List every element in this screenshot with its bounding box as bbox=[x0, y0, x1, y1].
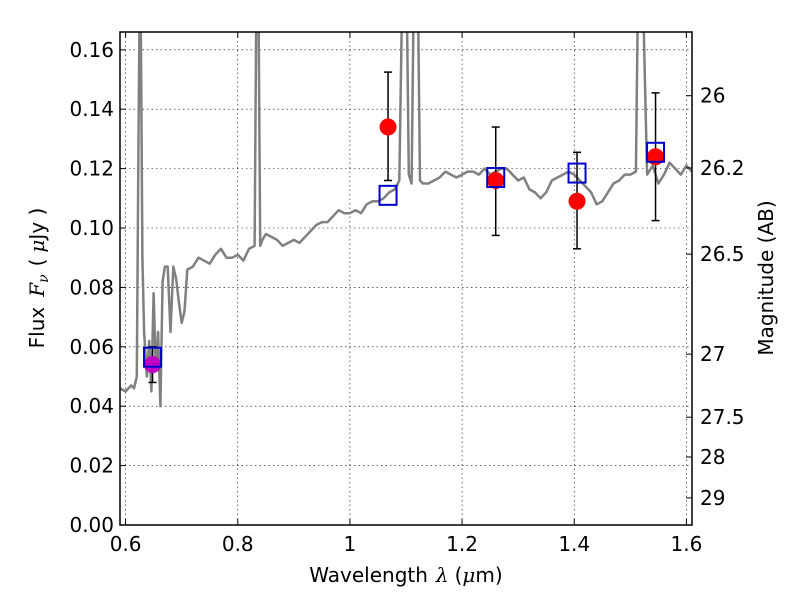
x-tick-label: 1.6 bbox=[670, 532, 702, 556]
y-tick-label: 0.14 bbox=[69, 97, 114, 121]
model-photometry-square bbox=[567, 162, 587, 184]
y2-tick-label: 29 bbox=[700, 486, 725, 510]
x-tick-label: 1.2 bbox=[446, 532, 478, 556]
y2-axis-ticks: 26 26.2 26.5 27 27.5 28 29 bbox=[686, 84, 745, 510]
y-axis-title-text: Flux bbox=[25, 307, 49, 349]
x-tick-label: 0.8 bbox=[222, 532, 254, 556]
y-tick-label: 0.04 bbox=[69, 394, 114, 418]
y-tick-label: 0.12 bbox=[69, 157, 114, 181]
y2-tick-label: 26 bbox=[700, 84, 725, 108]
y-axis-unit-open: ( bbox=[25, 259, 49, 267]
model-photometry-square bbox=[486, 167, 506, 189]
y2-tick-label: 26.5 bbox=[700, 242, 745, 266]
model-photometry-square bbox=[143, 346, 163, 368]
y-tick-label: 0.00 bbox=[69, 513, 114, 537]
y2-tick-label: 28 bbox=[700, 445, 725, 469]
x-axis-unit-open: ( bbox=[455, 563, 463, 587]
x-axis-lambda: λ bbox=[435, 563, 449, 587]
x-axis-title: Wavelength λ (μm) bbox=[309, 563, 502, 587]
y-axis-unit-mu: μ bbox=[25, 240, 49, 253]
y-axis-f: F bbox=[25, 282, 49, 298]
y2-axis-title: Magnitude (AB) bbox=[754, 200, 778, 355]
x-axis-title-text: Wavelength bbox=[309, 563, 428, 587]
y2-tick-label: 27 bbox=[700, 342, 725, 366]
y-tick-label: 0.08 bbox=[69, 275, 114, 299]
plot-frame bbox=[119, 31, 693, 526]
observed-point bbox=[568, 192, 586, 210]
x-axis-unit-mu: μ bbox=[462, 563, 475, 587]
y-axis-title: Flux Fν ( μJy ) bbox=[25, 208, 52, 349]
x-axis-unit-rest: m) bbox=[475, 563, 502, 587]
x-tick-label: 1.4 bbox=[558, 532, 590, 556]
y2-tick-label: 26.2 bbox=[700, 156, 745, 180]
observed-point bbox=[379, 118, 397, 136]
y-axis-nu: ν bbox=[36, 274, 52, 283]
x-tick-label: 1 bbox=[344, 532, 357, 556]
y-axis-ticks: 0.00 0.02 0.04 0.06 0.08 0.10 0.12 0.14 0.16 bbox=[69, 38, 126, 537]
observed-point bbox=[144, 356, 162, 374]
y-axis-unit-rest: Jy ) bbox=[25, 208, 49, 242]
observed-points bbox=[144, 118, 665, 374]
plot-area bbox=[120, 32, 692, 525]
x-axis-ticks: 0.6 0.8 1 1.2 1.4 1.6 bbox=[110, 32, 702, 556]
grid bbox=[120, 32, 692, 526]
y-tick-label: 0.06 bbox=[69, 335, 114, 359]
model-photometry-square bbox=[378, 184, 398, 206]
y-tick-label: 0.02 bbox=[69, 454, 114, 478]
y2-tick-label: 27.5 bbox=[700, 405, 745, 429]
model-photometry-square bbox=[646, 141, 666, 163]
y-tick-label: 0.16 bbox=[69, 38, 114, 62]
model-photometry-squares bbox=[143, 141, 666, 368]
x-tick-label: 0.6 bbox=[110, 532, 142, 556]
y-tick-label: 0.10 bbox=[69, 216, 114, 240]
data-layer bbox=[120, 32, 692, 408]
